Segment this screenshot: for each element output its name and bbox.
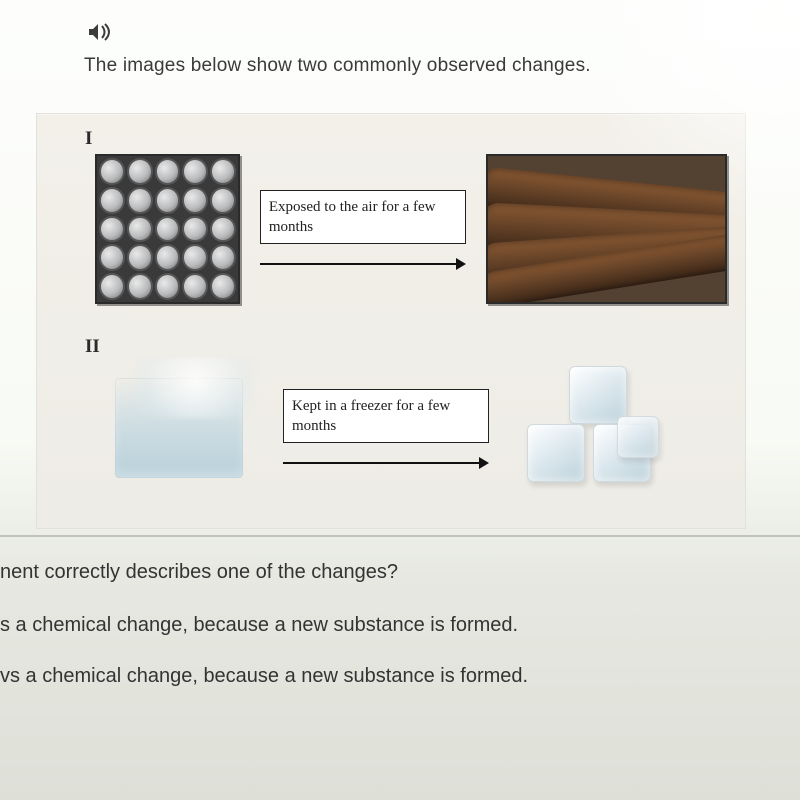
image-rusted-pipes [486,154,727,304]
row-1: Exposed to the air for a few months [95,154,727,304]
question-stem-partial: nent correctly describes one of the chan… [0,561,790,584]
image-water [95,364,263,492]
audio-icon[interactable] [86,22,748,47]
answer-option-partial[interactable]: vs a chemical change, because a new subs… [0,665,790,688]
row-1-label: I [85,128,727,150]
question-area: nent correctly describes one of the chan… [0,537,800,688]
header-region: The images below show two commonly obser… [0,0,800,83]
image-new-pipes [95,154,240,304]
intro-text: The images below show two commonly obser… [84,55,748,77]
row-2-label: II [85,336,727,358]
row-1-caption: Exposed to the air for a few months [260,190,466,245]
row-2-caption-col: Kept in a freezer for a few months [283,389,489,468]
row-2-caption: Kept in a freezer for a few months [283,389,489,444]
section-divider [0,535,800,537]
figure-panel: I Exposed to the air for a few months II [36,113,746,529]
arrow-icon [283,459,489,467]
row-2: Kept in a freezer for a few months [95,362,727,494]
row-1-caption-col: Exposed to the air for a few months [260,190,466,269]
answer-option-partial[interactable]: s a chemical change, because a new subst… [0,614,790,637]
arrow-icon [260,260,466,268]
image-ice-cubes [509,362,689,494]
